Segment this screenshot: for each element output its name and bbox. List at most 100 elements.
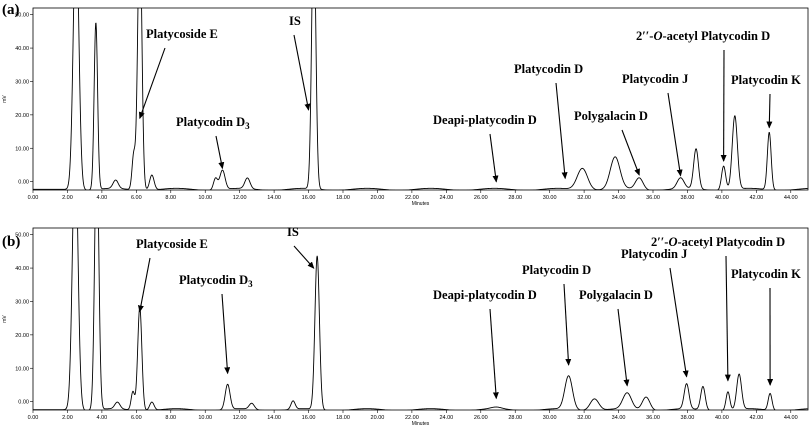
peak-label: Polygalacin D xyxy=(574,109,648,123)
y-axis-label: mV xyxy=(2,315,8,323)
x-tick-label: 12.00 xyxy=(233,415,247,421)
chromatogram-trace xyxy=(33,8,808,190)
peak-arrow xyxy=(138,47,166,120)
peak-arrow xyxy=(293,245,315,269)
trace-group xyxy=(33,228,808,410)
peak-arrow xyxy=(221,293,231,375)
x-tick-label: 42.00 xyxy=(749,415,763,421)
x-tick-label: 0.00 xyxy=(28,415,39,421)
peak-arrow xyxy=(724,255,731,382)
chart-panel-a: (a) 0.00 10.00 20.00 30.00 40.00 50.00 mV 0.00 2.… xyxy=(2,2,809,207)
peak-label: IS xyxy=(289,14,301,28)
x-tick-label: 6.00 xyxy=(131,415,142,421)
x-tick-label: 24.00 xyxy=(439,195,453,201)
x-tick-label: 22.00 xyxy=(405,415,419,421)
x-tick-label: 10.00 xyxy=(198,195,212,201)
x-tick-label: 10.00 xyxy=(198,415,212,421)
peak-label: Polygalacin D xyxy=(579,288,653,302)
peak-mark xyxy=(95,22,96,23)
peak-label: Platycodin D xyxy=(522,263,591,277)
x-tick-label: 4.00 xyxy=(97,195,108,201)
y-tick-label: 10.00 xyxy=(15,146,29,152)
x-tick-label: 42.00 xyxy=(749,195,763,201)
peak-label: IS xyxy=(287,225,299,239)
x-tick-label: 24.00 xyxy=(439,415,453,421)
x-tick-label: 20.00 xyxy=(371,195,385,201)
x-tick-label: 20.00 xyxy=(371,415,385,421)
x-tick-label: 40.00 xyxy=(715,195,729,201)
x-tick-label: 30.00 xyxy=(543,195,557,201)
peak-arrow xyxy=(489,133,499,183)
y-tick-label: 20.00 xyxy=(15,113,29,119)
peak-arrow xyxy=(563,283,572,366)
peak-label: Platycoside E xyxy=(136,237,208,251)
peak-mark xyxy=(139,306,140,307)
peak-arrow xyxy=(215,135,225,170)
peak-label: Platycodin K xyxy=(731,267,801,281)
x-tick-label: 38.00 xyxy=(681,415,695,421)
x-tick-label: 32.00 xyxy=(577,415,591,421)
x-tick-label: 2.00 xyxy=(62,195,73,201)
x-tick-label: 44.00 xyxy=(784,195,798,201)
x-tick-label: 4.00 xyxy=(97,415,108,421)
plot-frame xyxy=(32,7,809,191)
peak-arrow xyxy=(293,34,311,111)
peak-arrow xyxy=(621,129,640,176)
x-tick-label: 8.00 xyxy=(165,415,176,421)
trace-group xyxy=(33,8,808,190)
peak-label: Deapi-platycodin D xyxy=(433,288,537,302)
x-tick-label: 14.00 xyxy=(267,195,281,201)
x-tick-label: 28.00 xyxy=(508,415,522,421)
y-tick-label: 40.00 xyxy=(15,266,29,272)
peak-label: Platycoside E xyxy=(146,27,218,41)
x-tick-label: 18.00 xyxy=(336,195,350,201)
y-tick-label: 0.00 xyxy=(18,180,29,186)
x-tick-label: 0.00 xyxy=(28,195,39,201)
peak-arrow xyxy=(555,82,568,180)
x-tick-label: 16.00 xyxy=(302,415,316,421)
x-tick-label: 16.00 xyxy=(302,195,316,201)
x-tick-label: 38.00 xyxy=(681,195,695,201)
peak-label: Deapi-platycodin D xyxy=(433,113,537,127)
x-tick-label: 36.00 xyxy=(646,195,660,201)
x-tick-label: 8.00 xyxy=(165,195,176,201)
peak-label: Platycodin J xyxy=(621,247,687,261)
y-tick-label: 50.00 xyxy=(15,233,29,239)
peak-arrow xyxy=(617,308,630,387)
y-tick-label: 20.00 xyxy=(15,333,29,339)
x-tick-label: 34.00 xyxy=(612,195,626,201)
x-tick-label: 36.00 xyxy=(646,415,660,421)
peak-label: Platycodin K xyxy=(731,73,801,87)
y-axis-label: mV xyxy=(2,95,8,103)
peak-arrow xyxy=(137,257,151,313)
panel-label: (a) xyxy=(2,2,20,18)
x-tick-label: 12.00 xyxy=(233,195,247,201)
y-tick-label: 10.00 xyxy=(15,366,29,372)
plot-frame xyxy=(32,227,809,411)
x-tick-label: 44.00 xyxy=(784,415,798,421)
y-tick-label: 30.00 xyxy=(15,79,29,85)
peak-mark xyxy=(594,397,595,398)
x-tick-label: 6.00 xyxy=(131,195,142,201)
peak-label: 2′′-O-acetyl Platycodin D xyxy=(636,29,770,43)
peak-label: 2′′-O-acetyl Platycodin D xyxy=(651,235,785,249)
peak-arrow xyxy=(489,308,499,400)
x-tick-label: 28.00 xyxy=(508,195,522,201)
x-tick-label: 22.00 xyxy=(405,195,419,201)
x-tick-label: 32.00 xyxy=(577,195,591,201)
x-tick-label: 2.00 xyxy=(62,415,73,421)
panel-label: (b) xyxy=(2,234,20,250)
y-tick-label: 40.00 xyxy=(15,46,29,52)
y-tick-label: 0.00 xyxy=(18,400,29,406)
chart-panel-b: (b) 0.00 10.00 20.00 30.00 40.00 50.00 mV 0.00 2.… xyxy=(2,225,809,427)
peak-mark xyxy=(496,407,497,408)
x-axis-label: Minutes xyxy=(412,421,430,427)
x-axis-label: Minutes xyxy=(412,201,430,207)
peak-arrow xyxy=(766,93,773,129)
x-tick-label: 26.00 xyxy=(474,195,488,201)
peak-arrow xyxy=(667,92,683,177)
y-tick-label: 50.00 xyxy=(15,13,29,19)
x-tick-label: 14.00 xyxy=(267,415,281,421)
peak-label: Platycodin D xyxy=(514,62,583,76)
x-tick-label: 26.00 xyxy=(474,415,488,421)
